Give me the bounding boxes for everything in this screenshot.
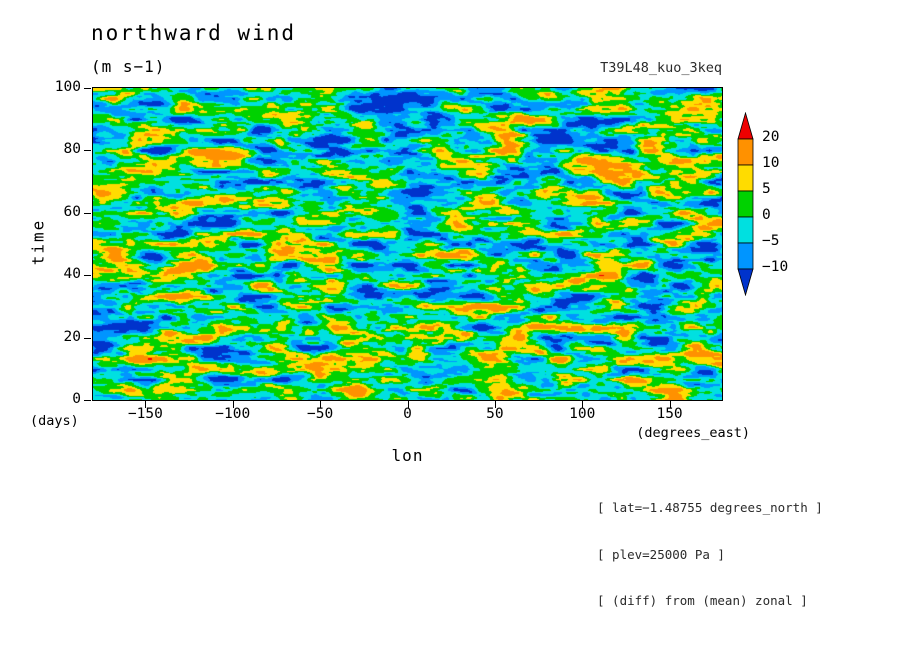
x-tick-label: 50 xyxy=(486,406,504,422)
y-tick-mark xyxy=(84,400,91,401)
y-tick-mark xyxy=(84,212,91,214)
x-tick-label: −150 xyxy=(127,406,163,422)
x-tick-mark xyxy=(320,401,322,408)
y-tick-mark xyxy=(84,150,91,152)
x-tick-label: 0 xyxy=(403,406,412,422)
colorbar-label: 20 xyxy=(762,129,780,145)
y-tick-label: 100 xyxy=(54,79,81,95)
y-axis-title: time xyxy=(28,218,48,266)
annotation-line-diff: [ (diff) from (mean) zonal ] xyxy=(597,593,808,608)
x-tick-label: −100 xyxy=(215,406,251,422)
annotation-line-plev: [ plev=25000 Pa ] xyxy=(597,546,725,562)
x-axis-units: (degrees_east) xyxy=(636,425,750,441)
x-tick-mark xyxy=(669,401,671,408)
x-tick-mark xyxy=(145,401,147,408)
y-tick-label: 20 xyxy=(63,328,81,345)
heatmap-field-canvas xyxy=(93,88,722,400)
y-tick-mark xyxy=(84,88,91,89)
y-tick-mark xyxy=(84,275,91,277)
colorbar-label: −10 xyxy=(762,259,789,275)
x-tick-mark xyxy=(407,401,409,408)
colorbar xyxy=(737,111,755,297)
colorbar-label: 0 xyxy=(762,207,771,223)
x-tick-label: 150 xyxy=(656,406,683,422)
plot-title: northward wind xyxy=(91,21,297,45)
annotation-block: [ lat=−1.48755 degrees_north ] [ plev=25… xyxy=(597,469,823,640)
y-tick-label: 0 xyxy=(72,391,81,407)
y-tick-label: 60 xyxy=(63,203,81,220)
experiment-label: T39L48_kuo_3keq xyxy=(600,60,722,76)
x-tick-label: 100 xyxy=(569,406,596,422)
x-tick-label: −50 xyxy=(307,406,334,422)
colorbar-svg xyxy=(737,111,754,297)
colorbar-label: 5 xyxy=(762,181,771,197)
colorbar-label: −5 xyxy=(762,233,780,249)
y-tick-label: 40 xyxy=(63,266,81,283)
x-tick-mark xyxy=(494,401,496,408)
plot-frame xyxy=(92,87,723,401)
annotation-line-lat: [ lat=−1.48755 degrees_north ] xyxy=(597,500,823,515)
y-axis-units: (days) xyxy=(30,413,79,429)
x-axis-title: lon xyxy=(391,446,424,465)
plot-units-label: (m s−1) xyxy=(91,57,166,76)
colorbar-label: 10 xyxy=(762,155,780,171)
y-tick-mark xyxy=(84,337,91,339)
x-tick-mark xyxy=(582,401,584,408)
y-tick-label: 80 xyxy=(63,141,81,158)
x-tick-mark xyxy=(232,401,234,408)
